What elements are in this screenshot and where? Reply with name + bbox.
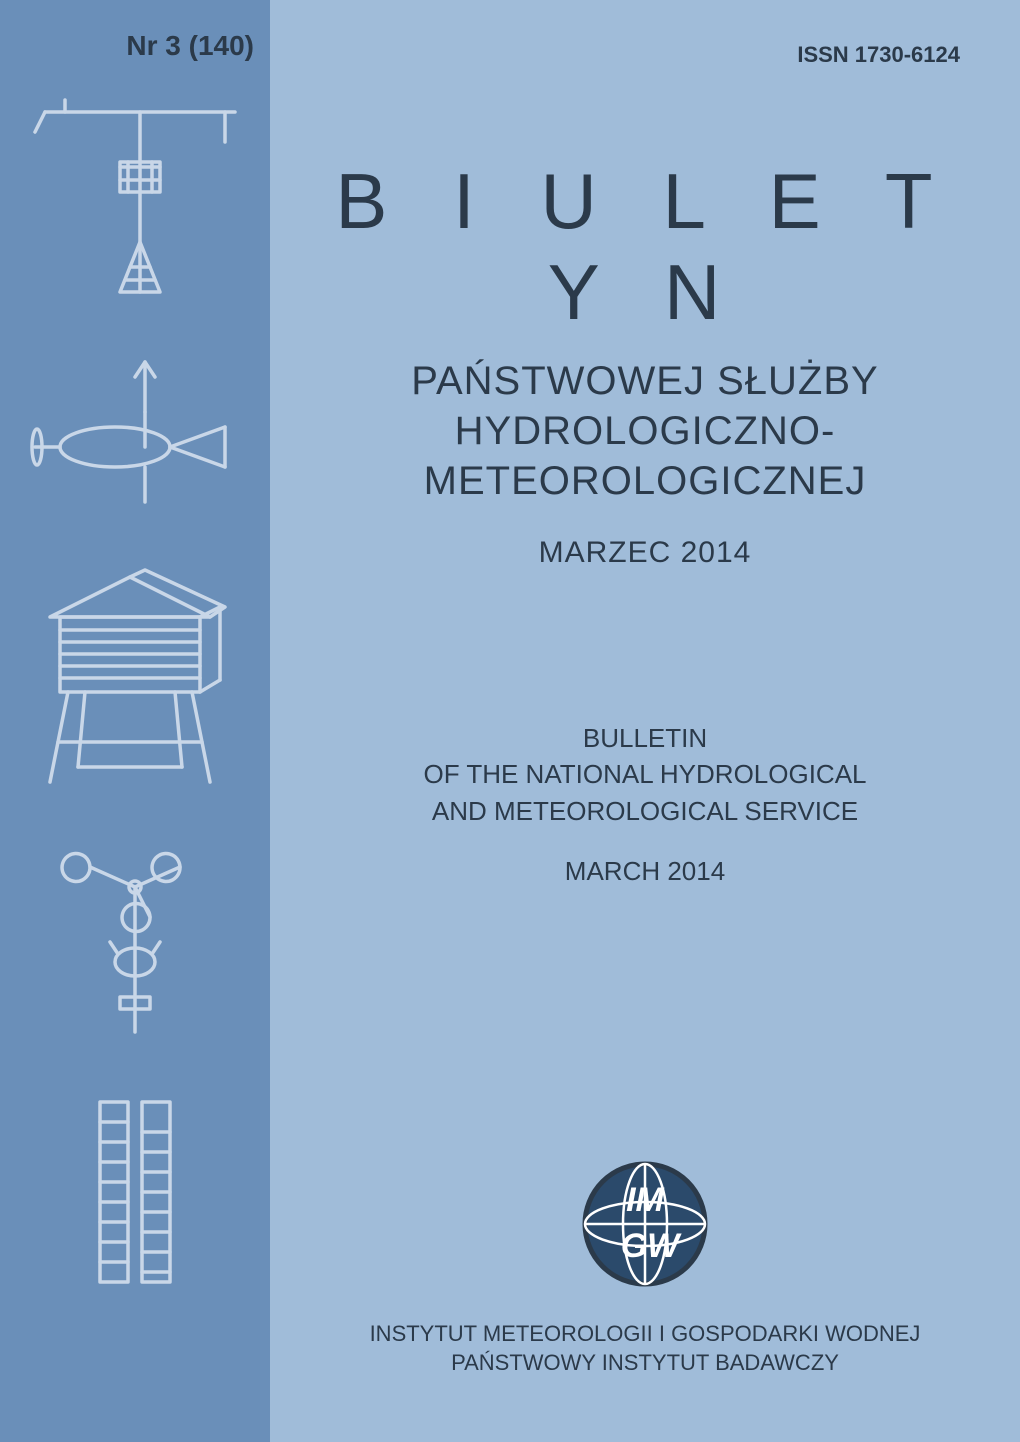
mast-instrument-icon bbox=[0, 92, 270, 302]
main-panel: ISSN 1730-6124 B I U L E T Y N PAŃSTWOWE… bbox=[270, 0, 1020, 1442]
footer-block: IM GW INSTYTUT METEOROLOGII I GOSPODARKI… bbox=[310, 1159, 980, 1402]
snow-gauge-icon bbox=[0, 1092, 270, 1292]
publisher-line: PAŃSTWOWY INSTYTUT BADAWCZY bbox=[310, 1348, 980, 1378]
imgw-logo-icon: IM GW bbox=[310, 1159, 980, 1289]
stevenson-screen-icon bbox=[0, 562, 270, 792]
subtitle-line: HYDROLOGICZNO- bbox=[310, 406, 980, 456]
publisher: INSTYTUT METEOROLOGII I GOSPODARKI WODNE… bbox=[310, 1319, 980, 1402]
title-block: B I U L E T Y N PAŃSTWOWEJ SŁUŻBY HYDROL… bbox=[310, 156, 980, 570]
issn-label: ISSN 1730-6124 bbox=[797, 42, 960, 68]
issue-number: Nr 3 (140) bbox=[0, 30, 270, 62]
date-polish: MARZEC 2014 bbox=[310, 536, 980, 570]
subtitle-line: METEOROLOGICZNEJ bbox=[310, 456, 980, 506]
english-title-block: BULLETIN OF THE NATIONAL HYDROLOGICAL AN… bbox=[310, 720, 980, 890]
svg-text:IM: IM bbox=[626, 1181, 664, 1219]
page: Nr 3 (140) bbox=[0, 0, 1020, 1442]
bulletin-title: B I U L E T Y N bbox=[310, 156, 980, 338]
wind-vane-icon bbox=[0, 352, 270, 512]
subtitle: PAŃSTWOWEJ SŁUŻBY HYDROLOGICZNO- METEORO… bbox=[310, 356, 980, 506]
publisher-line: INSTYTUT METEOROLOGII I GOSPODARKI WODNE… bbox=[310, 1319, 980, 1349]
date-english: MARCH 2014 bbox=[310, 853, 980, 889]
sidebar: Nr 3 (140) bbox=[0, 0, 270, 1442]
anemometer-icon bbox=[0, 842, 270, 1042]
english-title-line: BULLETIN bbox=[310, 720, 980, 756]
svg-text:GW: GW bbox=[621, 1227, 682, 1265]
subtitle-line: PAŃSTWOWEJ SŁUŻBY bbox=[310, 356, 980, 406]
english-title-line: AND METEOROLOGICAL SERVICE bbox=[310, 793, 980, 829]
english-title-line: OF THE NATIONAL HYDROLOGICAL bbox=[310, 756, 980, 792]
